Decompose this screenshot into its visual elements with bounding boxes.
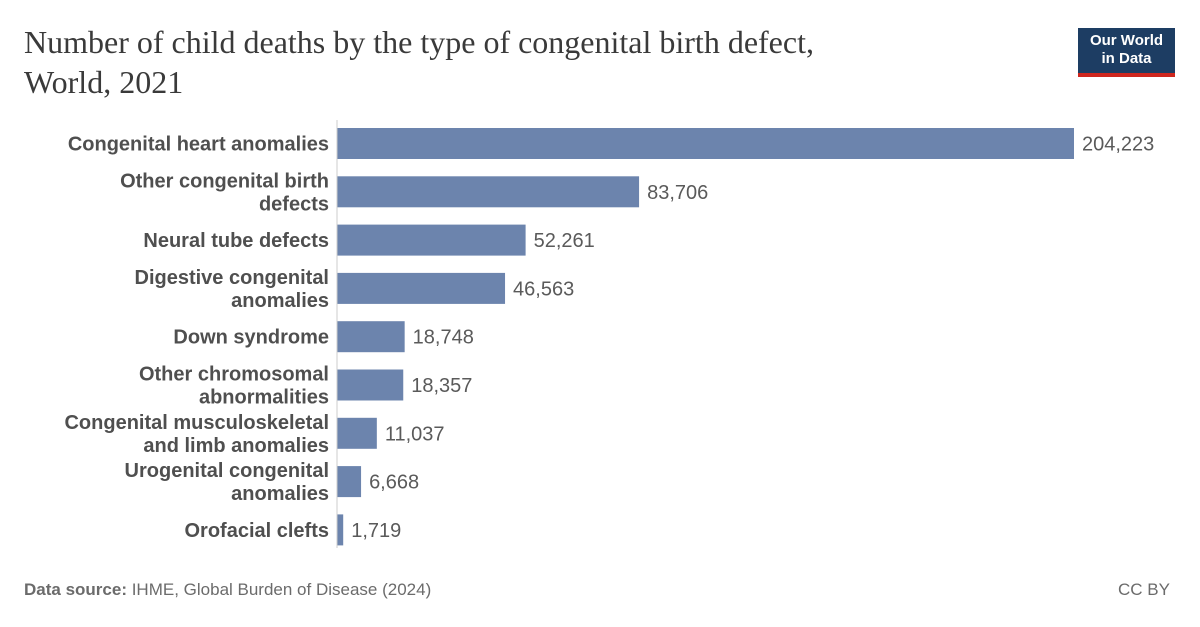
bar[interactable] bbox=[337, 272, 506, 304]
category-label-line: Other chromosomal bbox=[139, 364, 329, 386]
bar[interactable] bbox=[337, 176, 640, 208]
category-label: Orofacial clefts bbox=[184, 520, 329, 542]
category-label: Other chromosomal abnormalities bbox=[139, 364, 329, 409]
category-label: Other congenital birth defects bbox=[120, 170, 329, 215]
value-labels: 204,223 83,706 52,261 46,563 18,748 18,357 11,… bbox=[351, 134, 1154, 542]
category-label-line: defects bbox=[259, 193, 329, 215]
category-label-line: Other congenital birth bbox=[120, 170, 329, 192]
logo-line-2: in Data bbox=[1101, 50, 1152, 67]
data-source: Data source: IHME, Global Burden of Dise… bbox=[24, 580, 431, 600]
category-label-line: Digestive congenital bbox=[135, 267, 330, 289]
value-label: 204,223 bbox=[1082, 134, 1154, 156]
bar[interactable] bbox=[337, 224, 526, 256]
logo-line-1: Our World bbox=[1089, 32, 1164, 49]
value-label: 6,668 bbox=[369, 472, 419, 494]
bar[interactable] bbox=[337, 417, 377, 449]
value-label: 1,719 bbox=[351, 520, 401, 542]
value-label: 46,563 bbox=[513, 278, 574, 300]
category-label-line: Neural tube defects bbox=[143, 230, 329, 252]
chart-title: Number of child deaths by the type of co… bbox=[24, 22, 984, 102]
category-label: Down syndrome bbox=[173, 327, 329, 349]
category-label-line: abnormalities bbox=[199, 387, 329, 409]
chart-title-line-1: Number of child deaths by the type of co… bbox=[24, 24, 814, 60]
bar[interactable] bbox=[337, 369, 404, 401]
chart-title-line-2: World, 2021 bbox=[24, 64, 184, 100]
bar[interactable] bbox=[337, 466, 362, 498]
category-label: Digestive congenital anomalies bbox=[135, 267, 330, 312]
bar[interactable] bbox=[337, 514, 344, 546]
value-label: 18,748 bbox=[413, 327, 474, 349]
bar[interactable] bbox=[337, 128, 1074, 159]
value-label: 11,037 bbox=[385, 423, 445, 445]
category-label-line: and limb anomalies bbox=[143, 435, 329, 457]
data-source-label: Data source: bbox=[24, 580, 127, 599]
category-label-line: anomalies bbox=[231, 290, 329, 312]
category-label-line: Congenital musculoskeletal bbox=[64, 412, 329, 434]
value-label: 83,706 bbox=[647, 182, 708, 204]
category-label: Urogenital congenital anomalies bbox=[125, 460, 329, 505]
category-label-line: Down syndrome bbox=[173, 327, 329, 349]
data-source-text: IHME, Global Burden of Disease (2024) bbox=[126, 580, 432, 599]
bar[interactable] bbox=[337, 321, 405, 353]
value-label: 52,261 bbox=[534, 230, 595, 252]
category-label: Neural tube defects bbox=[143, 230, 329, 252]
category-label-line: anomalies bbox=[231, 483, 329, 505]
owid-logo[interactable]: Our World in Data bbox=[1078, 28, 1175, 77]
category-label-line: Orofacial clefts bbox=[184, 520, 329, 542]
category-label-line: Urogenital congenital bbox=[125, 460, 329, 482]
category-label: Congenital heart anomalies bbox=[68, 134, 329, 156]
category-label: Congenital musculoskeletal and limb anoma… bbox=[64, 412, 329, 457]
category-labels: Congenital heart anomalies Other congenit… bbox=[64, 134, 329, 542]
license-link[interactable]: CC BY bbox=[1118, 580, 1170, 599]
bars bbox=[337, 128, 1074, 546]
value-label: 18,357 bbox=[411, 375, 472, 397]
category-label-line: Congenital heart anomalies bbox=[68, 134, 329, 156]
